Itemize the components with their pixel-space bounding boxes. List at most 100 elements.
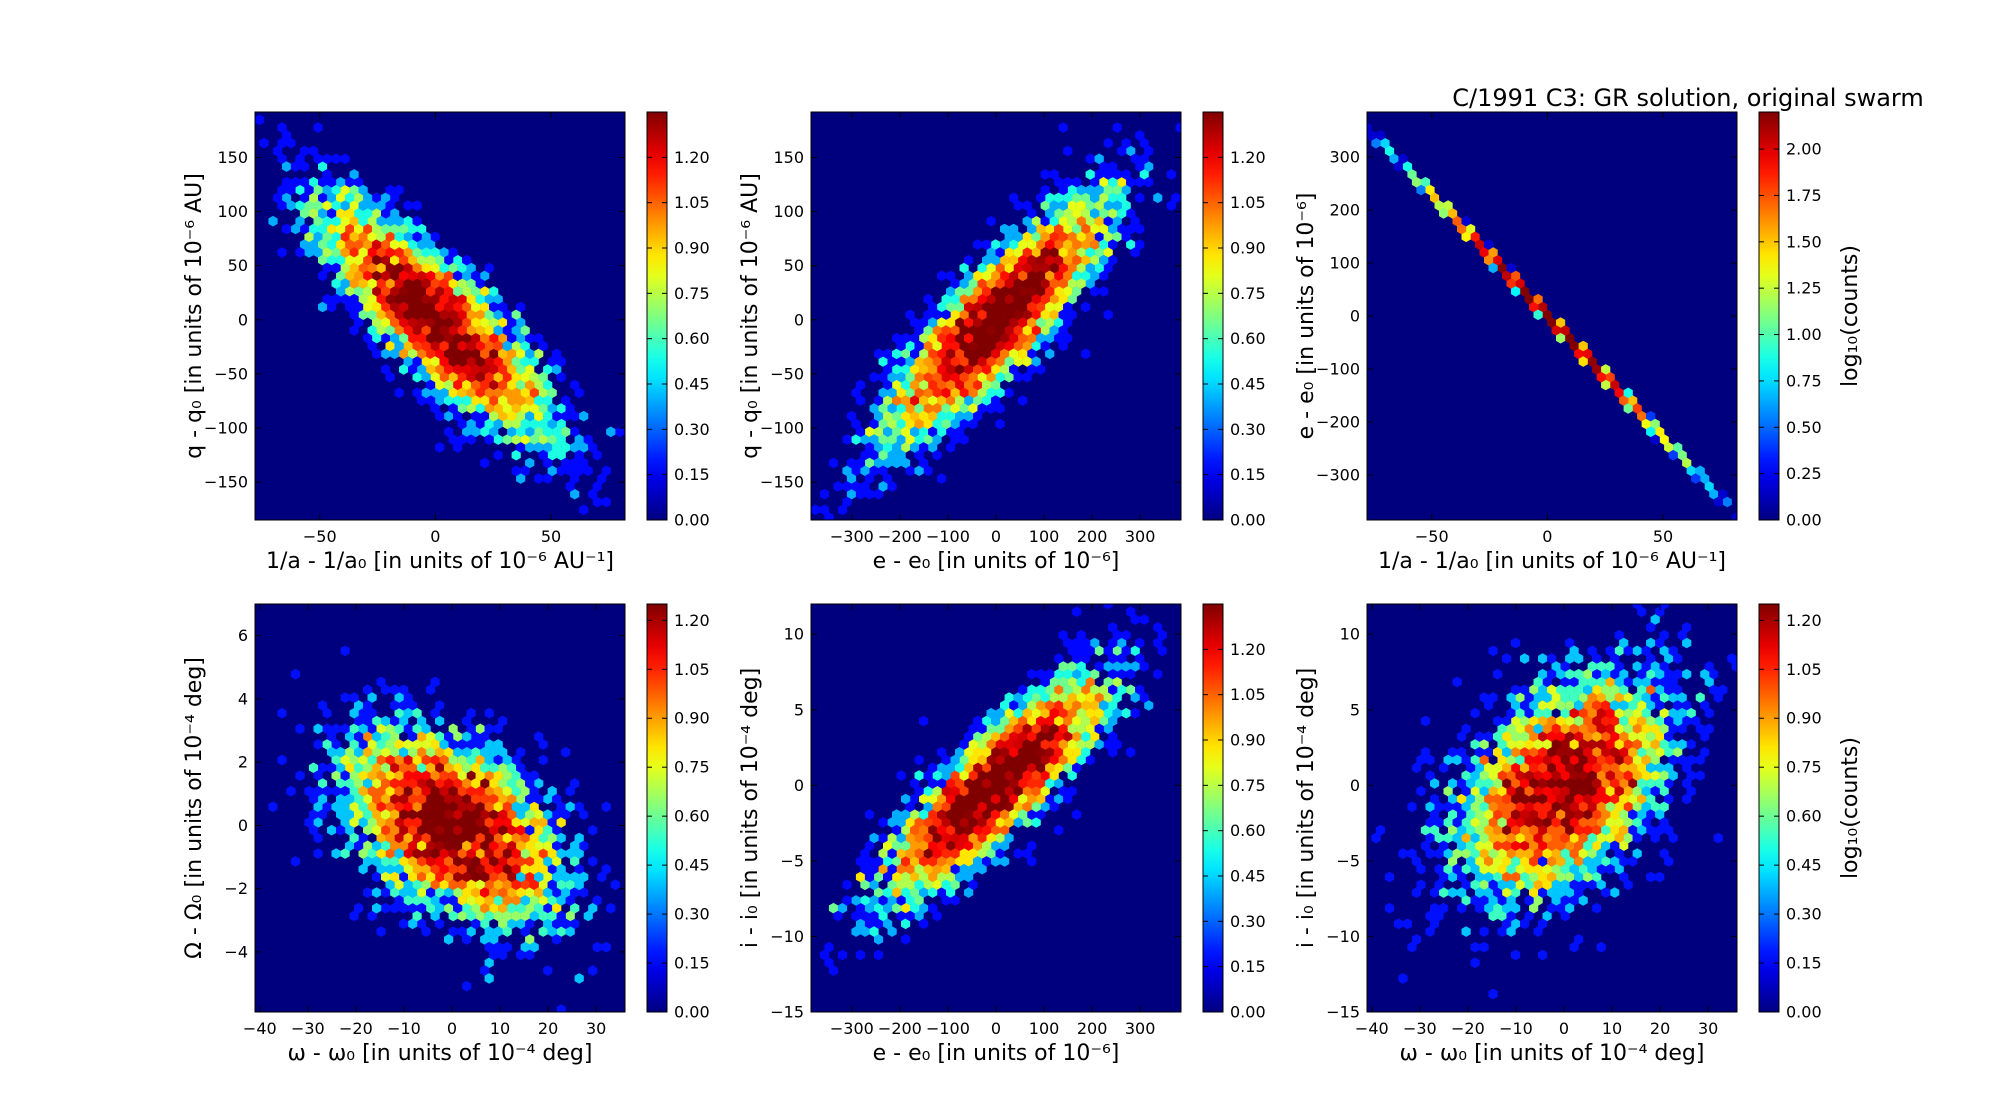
y-tick-label: −100 [204, 419, 248, 438]
hexbin-cell [910, 871, 920, 883]
hexbin-cell [457, 340, 467, 352]
hexbin-cell [1063, 731, 1073, 742]
hexbin-cell [1502, 824, 1512, 836]
hexbin-cell [1560, 707, 1570, 719]
hexbin-cell [1036, 286, 1046, 297]
hexbin-cell [610, 879, 620, 891]
hexbin-cell [982, 379, 992, 391]
hexbin-cell [538, 434, 548, 445]
hexbin-cell [1112, 739, 1122, 750]
hexbin-cell [1565, 637, 1575, 649]
hexbin-cell [901, 902, 911, 914]
hexbin-cell [1443, 754, 1453, 766]
hexbin-cell [466, 832, 476, 844]
colorbar-tick-label: 0.60 [1230, 329, 1266, 348]
hexbin-cell [322, 215, 332, 227]
hexbin-cell [910, 902, 920, 914]
hexbin-cell [1610, 793, 1620, 805]
hexbin-cell [1058, 629, 1068, 641]
hexbin-cell [973, 715, 983, 727]
hexbin-cell [1632, 754, 1642, 766]
hexbin-cell [955, 809, 965, 820]
hexbin-cell [1682, 700, 1692, 711]
hexbin-cell [1009, 762, 1019, 774]
hexbin-cell [484, 957, 494, 969]
hexbin-cell [1551, 739, 1561, 750]
hexbin-cell [914, 817, 924, 828]
hexbin-cell [430, 278, 440, 289]
hexbin-cell [471, 286, 481, 297]
hexbin-cell [394, 692, 404, 703]
hexbin-cell [1677, 723, 1687, 735]
hexbin-cell [887, 481, 897, 492]
hexbin-cell [1108, 254, 1118, 266]
hexbin-cell [304, 184, 314, 196]
hexbin-cell [390, 715, 400, 727]
hexbin-cell [1533, 293, 1543, 305]
hexbin-cell [1135, 130, 1145, 141]
hexbin-cell [1013, 278, 1023, 289]
hexbin-cell [489, 379, 499, 391]
hexbin-cell [811, 504, 821, 516]
hexbin-cell [520, 387, 530, 399]
hexbin-cell [1632, 645, 1642, 657]
hexbin-cell [493, 371, 503, 383]
hexbin-cell [874, 457, 884, 469]
hexbin-cell [336, 208, 346, 219]
hexbin-cell [1094, 707, 1104, 719]
hexbin-cell [466, 309, 476, 321]
hexbin-cell [399, 317, 409, 328]
hexbin-cell [417, 887, 427, 898]
hexbin-cell [516, 887, 526, 898]
hexbin-cell [606, 902, 616, 914]
hexbin-cell [937, 301, 947, 313]
hexbin-cell [964, 809, 974, 820]
hexbin-cell [1063, 223, 1073, 235]
hexbin-cell [864, 809, 875, 820]
hexbin-cell [937, 762, 947, 774]
hexbin-cell [421, 356, 431, 367]
hexbin-cell [941, 325, 951, 336]
colorbar-tick-label: 1.20 [1230, 640, 1266, 659]
hexbin-cell [421, 309, 431, 321]
hexbin-cell [887, 832, 897, 844]
hexbin-cell [982, 270, 992, 282]
hexbin-cell [1587, 832, 1597, 844]
hexbin-cell [394, 770, 404, 781]
hexbin-cell [1493, 840, 1503, 852]
hexbin-cell [345, 840, 355, 852]
hexbin-cell [1623, 707, 1633, 719]
hexbin-cell [376, 215, 386, 227]
colorbar-tick-label: 0.75 [674, 284, 710, 303]
hexbin-cell [448, 879, 458, 891]
hexbin-cell [1139, 153, 1149, 165]
hexbin-cell [1126, 145, 1136, 157]
hexbin-cell [1085, 723, 1095, 735]
hexbin-cell [412, 754, 422, 766]
hexbin-cell [1067, 231, 1077, 243]
hexbin-cell [1538, 731, 1548, 742]
hexbin-cell [986, 785, 996, 797]
hexbin-cell [1682, 668, 1692, 680]
hexbin-cell [919, 317, 929, 328]
hexbin-cell [824, 512, 834, 520]
hexbin-cell [919, 715, 929, 727]
hexbin-cell [399, 332, 409, 344]
hexbin-cell [525, 949, 535, 961]
hexbin-cell [991, 270, 1001, 282]
hexbin-cell [910, 332, 920, 344]
hexbin-cell [570, 442, 580, 453]
hexbin-cell [1556, 700, 1566, 711]
hexbin-cell [363, 270, 373, 282]
hexbin-cell [946, 410, 956, 422]
hexbin-cell [1574, 684, 1584, 696]
hexbin-cell [950, 403, 960, 414]
hexbin-cell [354, 731, 364, 742]
hexbin-cell [543, 364, 553, 375]
x-tick-label: −20 [1451, 1019, 1485, 1038]
hexbin-cell [430, 356, 440, 367]
hexbin-cell [372, 223, 382, 235]
hexbin-cell [973, 746, 983, 758]
hexbin-cell [1623, 692, 1633, 703]
hexbin-cell [403, 832, 413, 844]
